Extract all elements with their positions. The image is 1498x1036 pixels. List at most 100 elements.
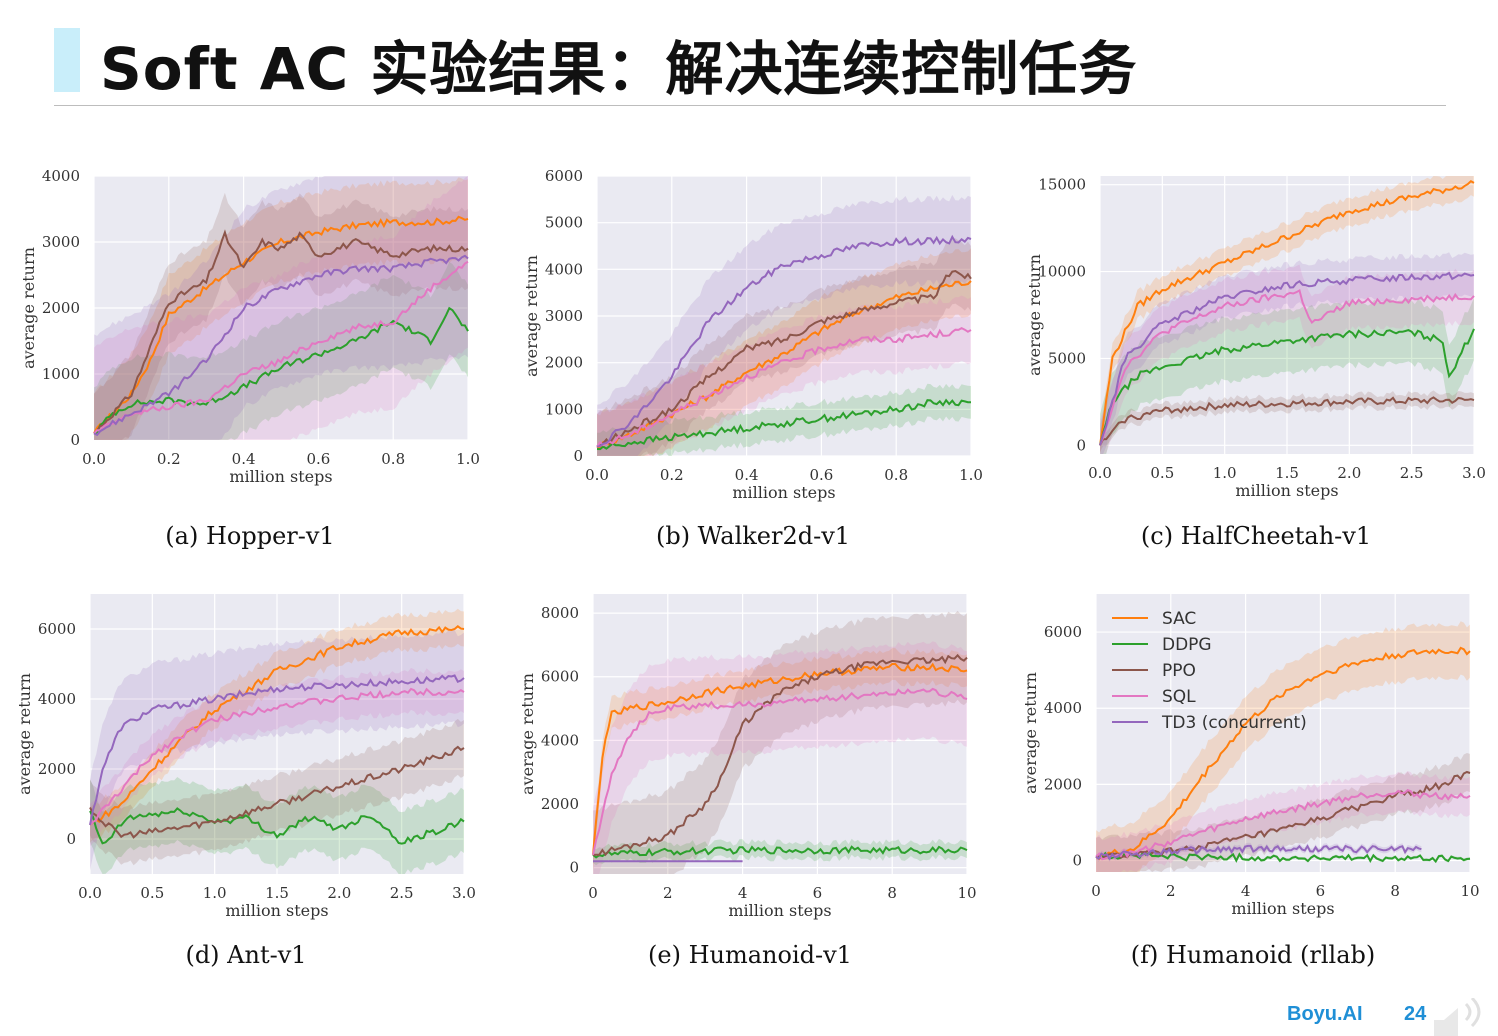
series-line-sac xyxy=(596,280,972,450)
x-tick-label: 8 xyxy=(887,884,897,902)
series-line-ppo xyxy=(596,269,972,448)
chart-caption: (f) Humanoid (rllab) xyxy=(1130,941,1376,969)
plot-background xyxy=(94,176,468,440)
y-axis-label: average return xyxy=(522,255,541,377)
y-axis-label: average return xyxy=(15,673,34,795)
y-tick-label: 5000 xyxy=(545,214,583,232)
y-tick-label: 3000 xyxy=(42,233,80,251)
band-sac xyxy=(1100,176,1474,454)
band-ppo xyxy=(1100,390,1474,453)
x-tick-label: 0.6 xyxy=(306,450,330,468)
x-axis-label: million steps xyxy=(229,467,332,486)
band-sac xyxy=(1096,621,1470,872)
x-tick-label: 0.6 xyxy=(809,466,833,484)
y-tick-label: 4000 xyxy=(541,731,579,749)
x-tick-label: 0 xyxy=(588,884,598,902)
x-axis-label: million steps xyxy=(1231,899,1334,918)
band-ddpg xyxy=(94,262,468,440)
x-tick-label: 6 xyxy=(813,884,823,902)
chart-caption: (b) Walker2d-v1 xyxy=(655,522,851,550)
y-tick-label: 5000 xyxy=(1048,349,1086,367)
x-tick-label: 1.0 xyxy=(456,450,480,468)
x-tick-label: 2 xyxy=(1166,882,1176,900)
x-axis-label: million steps xyxy=(225,901,328,920)
series-line-ppo xyxy=(592,653,968,857)
x-tick-label: 1.5 xyxy=(265,884,289,902)
y-tick-label: 1000 xyxy=(42,365,80,383)
y-tick-label: 2000 xyxy=(545,354,583,372)
y-axis-label: average return xyxy=(19,247,38,369)
y-tick-label: 6000 xyxy=(541,668,579,686)
series-line-td3-concurrent xyxy=(1095,844,1422,861)
x-tick-label: 10 xyxy=(1460,882,1479,900)
band-sac xyxy=(593,648,967,871)
series-line-ppo xyxy=(1099,396,1475,446)
y-tick-label: 6000 xyxy=(38,620,76,638)
band-ddpg xyxy=(597,383,971,456)
plot-background xyxy=(593,594,967,874)
y-tick-label: 2000 xyxy=(541,795,579,813)
y-tick-label: 0 xyxy=(1072,852,1082,870)
y-tick-label: 2000 xyxy=(42,299,80,317)
chart-caption: (a) Hopper-v1 xyxy=(165,522,335,550)
x-tick-label: 2.5 xyxy=(390,884,414,902)
y-tick-label: 8000 xyxy=(541,604,579,622)
band-td3-concurrent xyxy=(1100,252,1474,454)
y-axis-label: average return xyxy=(1025,254,1044,376)
series-line-sac xyxy=(592,662,968,855)
slide-title: Soft AC 实验结果：解决连续控制任务 xyxy=(100,35,1138,103)
series-line-ddpg xyxy=(592,845,968,859)
series-line-td3-concurrent xyxy=(89,674,465,826)
x-axis-label: million steps xyxy=(732,483,835,502)
band-td3-concurrent xyxy=(597,194,971,456)
plot-background xyxy=(597,176,971,456)
x-tick-label: 1.5 xyxy=(1275,464,1299,482)
y-tick-label: 0 xyxy=(573,447,583,465)
y-axis-label: average return xyxy=(518,673,537,795)
band-sql xyxy=(94,176,468,440)
series-line-td3-concurrent xyxy=(93,254,469,437)
x-tick-label: 4 xyxy=(738,884,748,902)
x-axis-label: million steps xyxy=(1235,481,1338,500)
series-line-ppo xyxy=(93,229,469,435)
series-line-ddpg xyxy=(596,398,972,451)
band-sql xyxy=(1096,771,1470,872)
band-td3-concurrent xyxy=(90,630,464,871)
x-tick-label: 2.0 xyxy=(327,884,351,902)
x-tick-label: 0.0 xyxy=(1088,464,1112,482)
x-tick-label: 10 xyxy=(957,884,976,902)
series-line-ddpg xyxy=(93,306,469,435)
title-accent-bar xyxy=(54,28,80,92)
y-axis-label: average return xyxy=(1021,672,1040,794)
footer-brand: Boyu.AI xyxy=(1287,1003,1363,1025)
speaker-icon xyxy=(1434,998,1481,1036)
band-sac xyxy=(94,177,468,440)
series-line-ddpg xyxy=(89,807,465,845)
y-tick-label: 0 xyxy=(70,431,80,449)
band-sql xyxy=(1100,264,1474,454)
series-line-td3-concurrent xyxy=(1099,271,1475,446)
plot-background xyxy=(90,594,464,874)
x-tick-label: 0.4 xyxy=(735,466,759,484)
band-td3-concurrent xyxy=(94,176,468,440)
x-tick-label: 0.5 xyxy=(1150,464,1174,482)
series-line-sac xyxy=(1099,179,1475,446)
band-sac xyxy=(597,248,971,456)
x-tick-label: 1.0 xyxy=(959,466,983,484)
x-tick-label: 0 xyxy=(1091,882,1101,900)
band-ddpg xyxy=(593,838,967,866)
series-line-sac xyxy=(89,625,465,826)
series-line-sql xyxy=(1099,289,1475,446)
series-line-sql xyxy=(93,260,469,435)
series-line-ddpg xyxy=(1099,328,1475,446)
series-line-ppo xyxy=(1095,770,1471,860)
band-ppo xyxy=(597,238,971,456)
x-tick-label: 0.2 xyxy=(660,466,684,484)
band-sql xyxy=(90,667,464,846)
band-ppo xyxy=(94,192,468,440)
legend-label: DDPG xyxy=(1162,635,1212,655)
